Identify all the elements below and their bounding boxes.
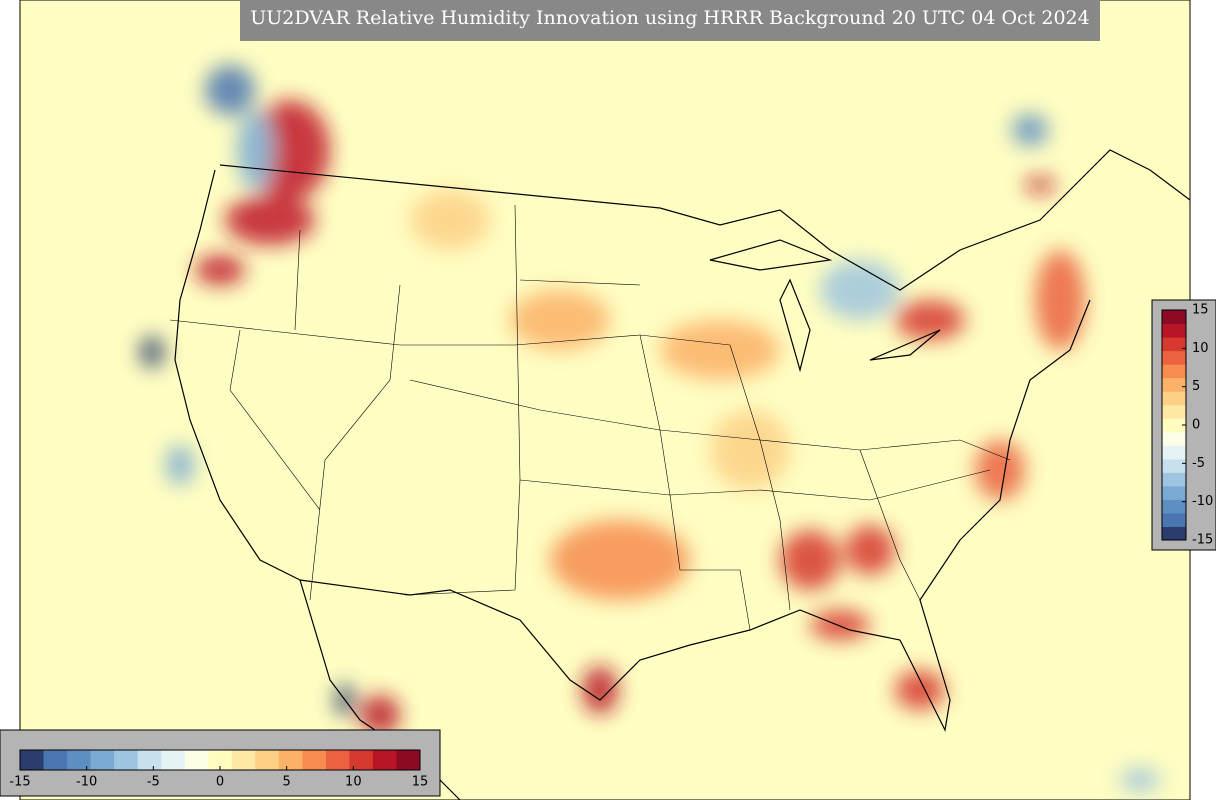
colorbar-segment bbox=[1162, 404, 1186, 419]
lake-erie bbox=[869, 329, 941, 361]
tick-label: 15 bbox=[1192, 303, 1209, 318]
colorbar-segment bbox=[349, 750, 374, 770]
tick-label: 10 bbox=[345, 775, 362, 790]
lake-michigan bbox=[779, 278, 811, 373]
tick-label: -10 bbox=[1192, 494, 1213, 509]
tick-label: 0 bbox=[216, 775, 224, 790]
colorbar-segment bbox=[396, 750, 421, 770]
colorbar-segment bbox=[325, 750, 350, 770]
tick-label: 0 bbox=[1192, 418, 1200, 433]
colorbar-segment bbox=[1162, 350, 1186, 365]
colorbar-segment bbox=[231, 750, 256, 770]
colorbar-segment bbox=[184, 750, 209, 770]
colorbar-segment bbox=[1162, 391, 1186, 406]
tick-label: 10 bbox=[1192, 341, 1209, 356]
colorbar-segment bbox=[1162, 445, 1186, 460]
colorbar-segment bbox=[1162, 472, 1186, 487]
tick-label: -5 bbox=[147, 775, 160, 790]
colorbar-segment bbox=[137, 750, 162, 770]
colorbar-segment bbox=[20, 750, 45, 770]
tick-label: 15 bbox=[412, 775, 429, 790]
tick-label: 5 bbox=[1192, 379, 1200, 394]
colorbar-segment bbox=[1162, 364, 1186, 379]
coast-west bbox=[174, 169, 301, 581]
boundaries bbox=[174, 149, 1191, 800]
colorbar-segment bbox=[1162, 512, 1186, 527]
title-background bbox=[240, 0, 1100, 41]
colorbar-segment bbox=[1162, 526, 1186, 541]
coast-south-east bbox=[299, 299, 1091, 732]
colorbar-segment bbox=[161, 750, 186, 770]
colorbar-segment bbox=[1162, 485, 1186, 500]
colorbar-segment bbox=[67, 750, 92, 770]
colorbar-segment bbox=[1162, 431, 1186, 446]
map bbox=[19, 0, 1191, 800]
colorbar-segment bbox=[114, 750, 139, 770]
colorbar-segment bbox=[302, 750, 327, 770]
colorbar-horizontal: -15 -10 -5 0 5 10 15 bbox=[0, 729, 441, 797]
colorbar-segment bbox=[1162, 310, 1186, 325]
tick-label: -15 bbox=[1192, 533, 1213, 548]
title-box: UU2DVAR Relative Humidity Innovation usi… bbox=[240, 0, 1100, 41]
tick-label: 5 bbox=[283, 775, 291, 790]
colorbar-segment bbox=[372, 750, 397, 770]
colorbar-segment bbox=[1162, 323, 1186, 338]
colorbar-segment bbox=[278, 750, 303, 770]
colorbar-segment bbox=[208, 750, 233, 770]
humidity-field bbox=[140, 65, 1160, 792]
map-frame bbox=[19, 0, 1191, 800]
map-title: UU2DVAR Relative Humidity Innovation usi… bbox=[250, 7, 1089, 29]
tick-label: -10 bbox=[76, 775, 97, 790]
colorbar-segment bbox=[90, 750, 115, 770]
colorbar-segment bbox=[1162, 418, 1186, 433]
colorbar-segment bbox=[1162, 337, 1186, 352]
lake-superior bbox=[709, 239, 833, 271]
colorbar-segment bbox=[43, 750, 68, 770]
colorbar-segment bbox=[1162, 458, 1186, 473]
colorbar-segment bbox=[255, 750, 280, 770]
state-lines bbox=[169, 204, 1011, 631]
colorbar-segment bbox=[1162, 499, 1186, 514]
tick-label: -5 bbox=[1192, 456, 1205, 471]
colorbar-vertical: -15 -10 -5 0 5 10 15 bbox=[1151, 299, 1216, 551]
colorbar-segment bbox=[1162, 377, 1186, 392]
border-north bbox=[219, 149, 1191, 291]
tick-label: -15 bbox=[9, 775, 30, 790]
